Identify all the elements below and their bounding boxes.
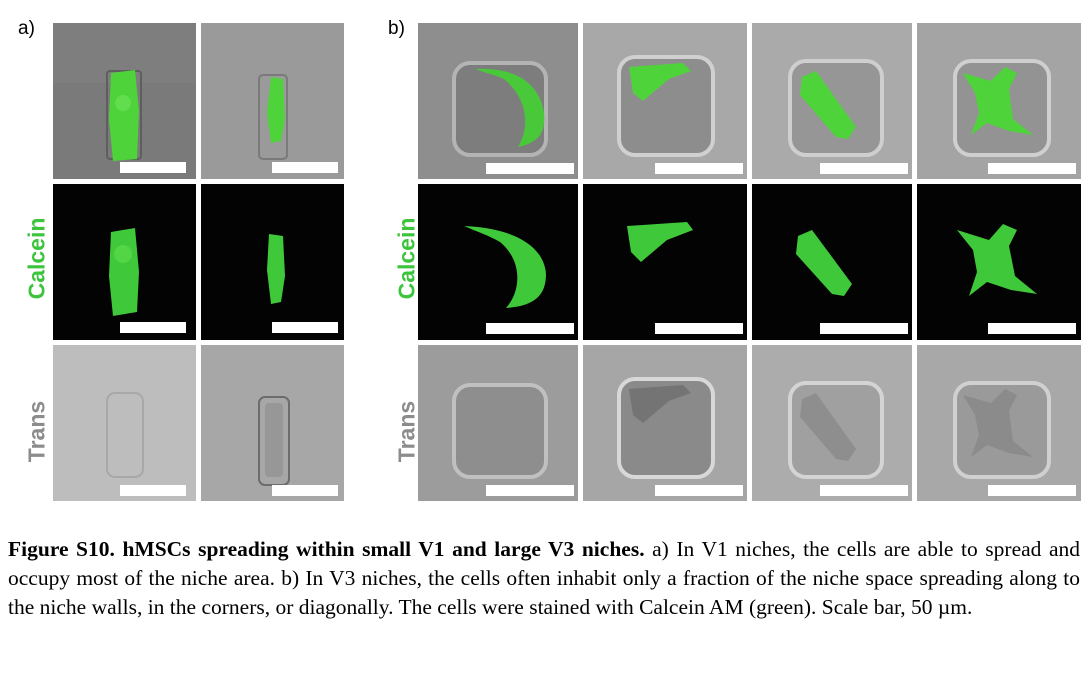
row-label-trans-b: Trans — [393, 400, 420, 463]
scale-bar — [120, 485, 186, 496]
v1-calcein-image-2 — [201, 184, 344, 340]
v3-calcein-image-3 — [752, 184, 912, 340]
row-label-calcein-a: Calcein — [23, 217, 50, 300]
v1-overlay-image-1 — [53, 23, 196, 179]
scale-bar — [820, 485, 908, 496]
scale-bar — [486, 323, 574, 334]
panel-a-label: a) — [18, 18, 35, 39]
figure-caption: Figure S10. hMSCs spreading within small… — [8, 535, 1080, 622]
v3-calcein-image-4 — [917, 184, 1081, 340]
scale-bar — [988, 323, 1076, 334]
scale-bar — [486, 485, 574, 496]
scale-bar — [820, 163, 908, 174]
v3-trans-image-4 — [917, 345, 1081, 501]
caption-title: Figure S10. hMSCs spreading within small… — [8, 537, 645, 561]
scale-bar — [988, 163, 1076, 174]
scale-bar — [988, 485, 1076, 496]
panel-b-label: b) — [388, 18, 405, 39]
v3-overlay-image-2 — [583, 23, 747, 179]
scale-bar — [655, 485, 743, 496]
row-label-trans-a: Trans — [23, 400, 50, 463]
v1-overlay-image-2 — [201, 23, 344, 179]
row-label-calcein-b: Calcein — [393, 217, 420, 300]
caption-body: a) In V1 niches, the cells are able to s… — [8, 537, 1081, 619]
scale-bar — [120, 322, 186, 333]
scale-bar — [820, 323, 908, 334]
v3-trans-image-1 — [418, 345, 578, 501]
v1-calcein-image-1 — [53, 184, 196, 340]
v3-calcein-image-1 — [418, 184, 578, 340]
v3-trans-image-2 — [583, 345, 747, 501]
scale-bar — [272, 322, 338, 333]
scale-bar — [655, 323, 743, 334]
v1-trans-image-1 — [53, 345, 196, 501]
v3-overlay-image-1 — [418, 23, 578, 179]
scale-bar — [486, 163, 574, 174]
v3-overlay-image-3 — [752, 23, 912, 179]
scale-bar — [655, 163, 743, 174]
v1-trans-image-2 — [201, 345, 344, 501]
v3-overlay-image-4 — [917, 23, 1081, 179]
v3-trans-image-3 — [752, 345, 912, 501]
v3-calcein-image-2 — [583, 184, 747, 340]
scale-bar — [272, 162, 338, 173]
scale-bar — [120, 162, 186, 173]
scale-bar — [272, 485, 338, 496]
